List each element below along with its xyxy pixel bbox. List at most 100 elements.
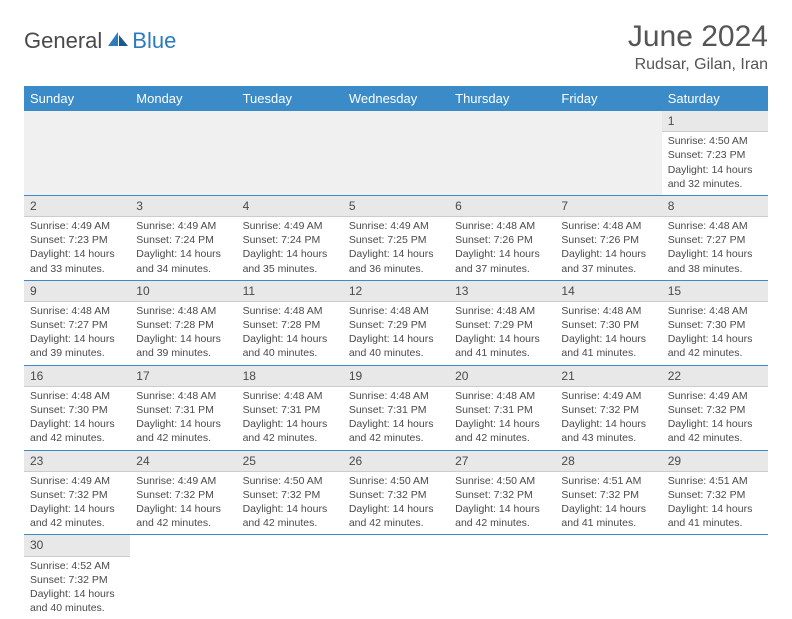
- calendar-cell: 30Sunrise: 4:52 AMSunset: 7:32 PMDayligh…: [24, 535, 130, 619]
- calendar-cell-empty: [555, 535, 661, 619]
- day-data: Sunrise: 4:51 AMSunset: 7:32 PMDaylight:…: [555, 472, 661, 535]
- sunset-line: Sunset: 7:32 PM: [561, 403, 655, 417]
- calendar-cell-empty: [555, 111, 661, 195]
- sunrise-line: Sunrise: 4:48 AM: [668, 219, 762, 233]
- calendar-cell: 22Sunrise: 4:49 AMSunset: 7:32 PMDayligh…: [662, 365, 768, 450]
- sunset-line: Sunset: 7:32 PM: [668, 403, 762, 417]
- calendar-cell: 8Sunrise: 4:48 AMSunset: 7:27 PMDaylight…: [662, 195, 768, 280]
- header: General Blue June 2024 Rudsar, Gilan, Ir…: [24, 20, 768, 74]
- day-number: 6: [449, 196, 555, 217]
- sunrise-line: Sunrise: 4:48 AM: [243, 389, 337, 403]
- day-data: Sunrise: 4:52 AMSunset: 7:32 PMDaylight:…: [24, 557, 130, 619]
- sunrise-line: Sunrise: 4:49 AM: [136, 219, 230, 233]
- sunrise-line: Sunrise: 4:48 AM: [136, 389, 230, 403]
- daylight-line: Daylight: 14 hours and 34 minutes.: [136, 247, 230, 275]
- daylight-line: Daylight: 14 hours and 42 minutes.: [349, 417, 443, 445]
- day-data: Sunrise: 4:48 AMSunset: 7:29 PMDaylight:…: [343, 302, 449, 365]
- calendar-cell: 6Sunrise: 4:48 AMSunset: 7:26 PMDaylight…: [449, 195, 555, 280]
- logo-text-blue: Blue: [132, 28, 176, 54]
- sunset-line: Sunset: 7:32 PM: [136, 488, 230, 502]
- calendar-cell: 7Sunrise: 4:48 AMSunset: 7:26 PMDaylight…: [555, 195, 661, 280]
- sunset-line: Sunset: 7:32 PM: [243, 488, 337, 502]
- sunrise-line: Sunrise: 4:48 AM: [455, 389, 549, 403]
- day-number: 29: [662, 451, 768, 472]
- daylight-line: Daylight: 14 hours and 40 minutes.: [349, 332, 443, 360]
- sunrise-line: Sunrise: 4:51 AM: [668, 474, 762, 488]
- sunset-line: Sunset: 7:31 PM: [136, 403, 230, 417]
- day-number: 30: [24, 535, 130, 556]
- day-number: 27: [449, 451, 555, 472]
- sunset-line: Sunset: 7:24 PM: [243, 233, 337, 247]
- calendar-cell-empty: [130, 535, 236, 619]
- weekday-header: Wednesday: [343, 86, 449, 111]
- sunset-line: Sunset: 7:32 PM: [30, 573, 124, 587]
- day-data: Sunrise: 4:50 AMSunset: 7:32 PMDaylight:…: [449, 472, 555, 535]
- daylight-line: Daylight: 14 hours and 42 minutes.: [455, 502, 549, 530]
- calendar-row: 2Sunrise: 4:49 AMSunset: 7:23 PMDaylight…: [24, 195, 768, 280]
- day-number: 2: [24, 196, 130, 217]
- calendar-cell-empty: [24, 111, 130, 195]
- calendar-cell: 14Sunrise: 4:48 AMSunset: 7:30 PMDayligh…: [555, 280, 661, 365]
- sunrise-line: Sunrise: 4:48 AM: [455, 219, 549, 233]
- calendar-cell-empty: [237, 535, 343, 619]
- day-data: Sunrise: 4:48 AMSunset: 7:31 PMDaylight:…: [130, 387, 236, 450]
- day-number: 8: [662, 196, 768, 217]
- sunrise-line: Sunrise: 4:48 AM: [668, 304, 762, 318]
- calendar-cell-empty: [449, 111, 555, 195]
- day-number: 15: [662, 281, 768, 302]
- weekday-header: Thursday: [449, 86, 555, 111]
- day-data: Sunrise: 4:48 AMSunset: 7:28 PMDaylight:…: [237, 302, 343, 365]
- day-data: Sunrise: 4:48 AMSunset: 7:29 PMDaylight:…: [449, 302, 555, 365]
- day-number: 13: [449, 281, 555, 302]
- calendar-cell: 9Sunrise: 4:48 AMSunset: 7:27 PMDaylight…: [24, 280, 130, 365]
- sunset-line: Sunset: 7:31 PM: [349, 403, 443, 417]
- sunset-line: Sunset: 7:26 PM: [561, 233, 655, 247]
- sunset-line: Sunset: 7:24 PM: [136, 233, 230, 247]
- sunrise-line: Sunrise: 4:51 AM: [561, 474, 655, 488]
- calendar-head: SundayMondayTuesdayWednesdayThursdayFrid…: [24, 86, 768, 111]
- sunrise-line: Sunrise: 4:48 AM: [30, 304, 124, 318]
- sunrise-line: Sunrise: 4:48 AM: [349, 304, 443, 318]
- day-number: 3: [130, 196, 236, 217]
- calendar-cell: 26Sunrise: 4:50 AMSunset: 7:32 PMDayligh…: [343, 450, 449, 535]
- daylight-line: Daylight: 14 hours and 39 minutes.: [30, 332, 124, 360]
- daylight-line: Daylight: 14 hours and 33 minutes.: [30, 247, 124, 275]
- day-number: 4: [237, 196, 343, 217]
- calendar-cell: 28Sunrise: 4:51 AMSunset: 7:32 PMDayligh…: [555, 450, 661, 535]
- day-number: 19: [343, 366, 449, 387]
- calendar-cell: 16Sunrise: 4:48 AMSunset: 7:30 PMDayligh…: [24, 365, 130, 450]
- daylight-line: Daylight: 14 hours and 36 minutes.: [349, 247, 443, 275]
- calendar-cell: 17Sunrise: 4:48 AMSunset: 7:31 PMDayligh…: [130, 365, 236, 450]
- weekday-header: Saturday: [662, 86, 768, 111]
- day-number: 24: [130, 451, 236, 472]
- sunrise-line: Sunrise: 4:48 AM: [243, 304, 337, 318]
- sunset-line: Sunset: 7:23 PM: [668, 148, 762, 162]
- day-number: 23: [24, 451, 130, 472]
- daylight-line: Daylight: 14 hours and 41 minutes.: [561, 332, 655, 360]
- day-number: 9: [24, 281, 130, 302]
- calendar-cell: 12Sunrise: 4:48 AMSunset: 7:29 PMDayligh…: [343, 280, 449, 365]
- day-number: 22: [662, 366, 768, 387]
- daylight-line: Daylight: 14 hours and 37 minutes.: [455, 247, 549, 275]
- sunrise-line: Sunrise: 4:48 AM: [561, 219, 655, 233]
- weekday-header: Friday: [555, 86, 661, 111]
- calendar-cell: 24Sunrise: 4:49 AMSunset: 7:32 PMDayligh…: [130, 450, 236, 535]
- sunset-line: Sunset: 7:32 PM: [455, 488, 549, 502]
- day-data: Sunrise: 4:48 AMSunset: 7:31 PMDaylight:…: [237, 387, 343, 450]
- sunrise-line: Sunrise: 4:49 AM: [668, 389, 762, 403]
- calendar-row: 1Sunrise: 4:50 AMSunset: 7:23 PMDaylight…: [24, 111, 768, 195]
- calendar-row: 16Sunrise: 4:48 AMSunset: 7:30 PMDayligh…: [24, 365, 768, 450]
- calendar-cell: 29Sunrise: 4:51 AMSunset: 7:32 PMDayligh…: [662, 450, 768, 535]
- calendar-table: SundayMondayTuesdayWednesdayThursdayFrid…: [24, 86, 768, 619]
- day-data: Sunrise: 4:48 AMSunset: 7:27 PMDaylight:…: [662, 217, 768, 280]
- sunrise-line: Sunrise: 4:49 AM: [561, 389, 655, 403]
- daylight-line: Daylight: 14 hours and 40 minutes.: [30, 587, 124, 615]
- day-data: Sunrise: 4:50 AMSunset: 7:32 PMDaylight:…: [343, 472, 449, 535]
- sunrise-line: Sunrise: 4:48 AM: [561, 304, 655, 318]
- calendar-cell: 4Sunrise: 4:49 AMSunset: 7:24 PMDaylight…: [237, 195, 343, 280]
- logo: General Blue: [24, 28, 176, 54]
- day-data: Sunrise: 4:51 AMSunset: 7:32 PMDaylight:…: [662, 472, 768, 535]
- sunset-line: Sunset: 7:31 PM: [243, 403, 337, 417]
- day-data: Sunrise: 4:49 AMSunset: 7:32 PMDaylight:…: [555, 387, 661, 450]
- day-number: 10: [130, 281, 236, 302]
